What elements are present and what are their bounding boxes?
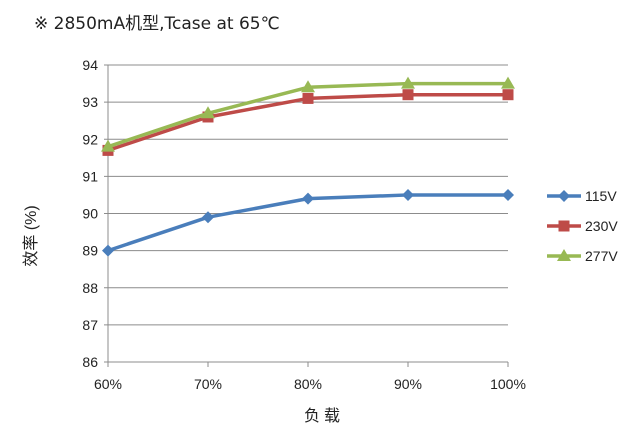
legend-label: 115V (585, 188, 617, 204)
gridlines (108, 64, 508, 326)
y-tick-label: 90 (82, 206, 98, 222)
legend-marker (558, 190, 570, 202)
legend-item: 115V (547, 188, 617, 204)
legend: 115V 230V 277V (547, 188, 618, 264)
x-tick-labels: 60% 70% 80% 90% 100% (94, 376, 526, 392)
data-point (201, 106, 215, 119)
y-tick-label: 87 (82, 317, 98, 333)
x-tick-label: 100% (490, 376, 526, 392)
data-point (502, 188, 514, 201)
x-tick-label: 70% (194, 376, 222, 392)
x-tick-label: 80% (294, 376, 322, 392)
data-point (302, 192, 314, 205)
y-tick-label: 89 (82, 243, 98, 259)
data-point (302, 92, 314, 104)
series-230V (102, 89, 514, 156)
y-tick-label: 91 (82, 168, 98, 184)
legend-label: 277V (585, 248, 618, 264)
data-point (402, 188, 414, 201)
y-tick-label: 86 (82, 354, 98, 370)
y-tick-labels: 86 87 88 89 90 91 92 93 94 (82, 57, 98, 370)
y-tick-label: 92 (82, 131, 98, 147)
x-tick-label: 60% (94, 376, 122, 392)
legend-item: 230V (547, 218, 618, 234)
data-point (402, 89, 414, 101)
data-point (301, 80, 315, 93)
y-tick-label: 93 (82, 94, 98, 110)
chart-title: ※ 2850mA机型,Tcase at 65℃ (34, 14, 280, 34)
legend-marker (558, 220, 570, 232)
x-tick-label: 90% (394, 376, 422, 392)
data-point (401, 76, 415, 89)
y-tick-label: 88 (82, 280, 98, 296)
x-axis-label: 负载 (304, 407, 344, 425)
series-115V (102, 188, 514, 257)
data-point (202, 211, 214, 224)
series-277V (101, 76, 515, 152)
data-point (101, 139, 115, 152)
y-tick-label: 94 (82, 57, 98, 73)
data-point (502, 89, 514, 101)
axes (104, 64, 509, 367)
legend-label: 230V (585, 218, 618, 234)
legend-marker (557, 249, 571, 261)
data-point (102, 244, 114, 257)
y-axis-label: 效率 (%) (22, 205, 40, 266)
legend-item: 277V (547, 248, 618, 264)
series-group (101, 76, 515, 257)
data-point (501, 76, 515, 89)
